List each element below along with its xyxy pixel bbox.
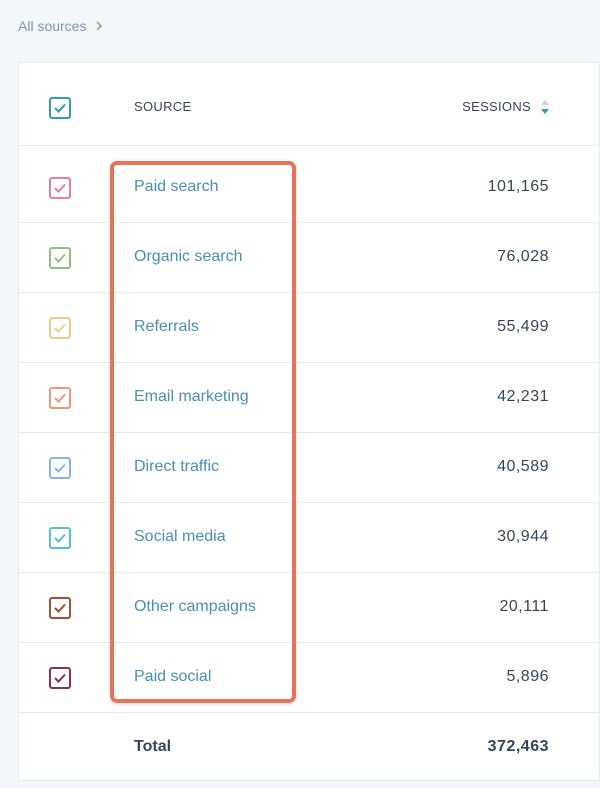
breadcrumb-all-sources[interactable]: All sources (18, 18, 87, 34)
checkmark-icon (54, 103, 66, 113)
row-checkbox[interactable] (49, 597, 71, 619)
table-row: Referrals 55,499 (19, 293, 600, 363)
total-value: 372,463 (487, 738, 549, 755)
source-link[interactable]: Paid social (134, 668, 212, 685)
source-link[interactable]: Email marketing (134, 388, 249, 405)
row-checkbox[interactable] (49, 457, 71, 479)
table-row: Social media 30,944 (19, 503, 600, 573)
row-checkbox[interactable] (49, 527, 71, 549)
checkmark-icon (54, 323, 66, 333)
checkmark-icon (54, 673, 66, 683)
table-row: Paid search 101,165 (19, 153, 600, 223)
sessions-value: 55,499 (497, 318, 549, 335)
sessions-value: 5,896 (506, 668, 549, 685)
checkmark-icon (54, 183, 66, 193)
table-row: Other campaigns 20,111 (19, 573, 600, 643)
chevron-right-icon (96, 21, 103, 31)
column-header-sessions[interactable]: SESSIONS (462, 99, 531, 114)
table-row: Paid social 5,896 (19, 643, 600, 713)
breadcrumb[interactable]: All sources (18, 18, 104, 34)
total-label: Total (134, 738, 172, 755)
column-header-source: SOURCE (134, 99, 192, 114)
row-checkbox[interactable] (49, 667, 71, 689)
table-row: Email marketing 42,231 (19, 363, 600, 433)
checkmark-icon (54, 603, 66, 613)
sessions-value: 42,231 (497, 388, 549, 405)
source-link[interactable]: Social media (134, 528, 226, 545)
table-row: Organic search 76,028 (19, 223, 600, 293)
source-link[interactable]: Other campaigns (134, 598, 256, 615)
table-header-row: SOURCE SESSIONS (19, 63, 600, 146)
source-link[interactable]: Paid search (134, 178, 219, 195)
sessions-value: 76,028 (497, 248, 549, 265)
source-link[interactable]: Direct traffic (134, 458, 220, 475)
checkmark-icon (54, 253, 66, 263)
total-row: Total 372,463 (19, 713, 600, 782)
sessions-value: 30,944 (497, 528, 549, 545)
checkmark-icon (54, 393, 66, 403)
table-row: Direct traffic 40,589 (19, 433, 600, 503)
sessions-value: 20,111 (499, 598, 549, 615)
sort-icon[interactable] (540, 99, 550, 115)
sessions-value: 101,165 (487, 178, 549, 195)
source-link[interactable]: Referrals (134, 318, 199, 335)
row-checkbox[interactable] (49, 317, 71, 339)
checkmark-icon (54, 463, 66, 473)
row-checkbox[interactable] (49, 247, 71, 269)
row-checkbox[interactable] (49, 387, 71, 409)
source-link[interactable]: Organic search (134, 248, 243, 265)
sources-table: SOURCE SESSIONS Paid search 101,165 Organi… (18, 62, 600, 781)
select-all-checkbox[interactable] (49, 97, 71, 119)
row-checkbox[interactable] (49, 177, 71, 199)
checkmark-icon (54, 533, 66, 543)
sessions-value: 40,589 (497, 458, 549, 475)
